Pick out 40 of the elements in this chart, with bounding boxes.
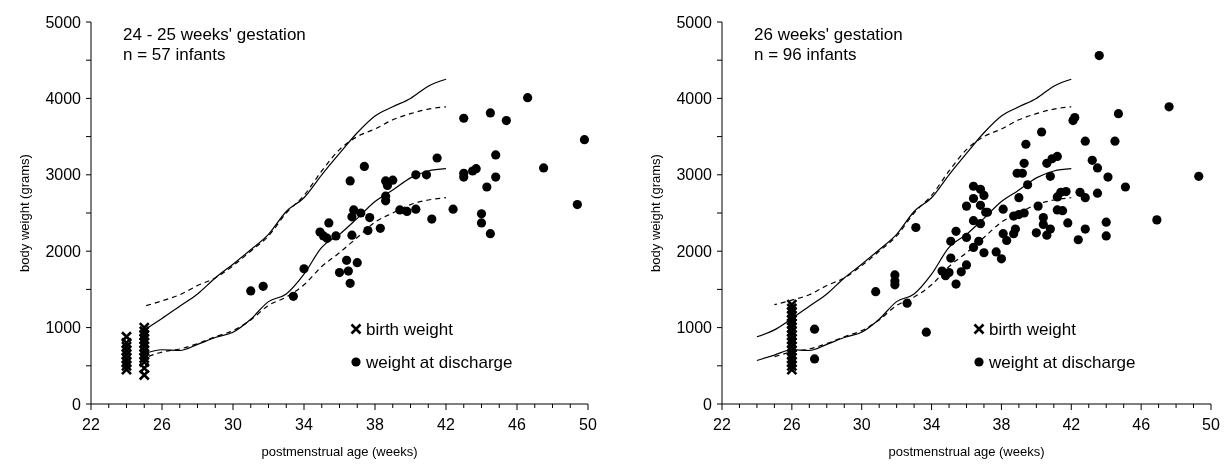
x-tick-label: 38 — [992, 416, 1011, 433]
y-tick-label: 5000 — [45, 13, 82, 31]
chart-title: 26 weeks' gestation — [754, 25, 903, 44]
text: n = 57 infants — [123, 45, 226, 64]
x-tick-label: 26 — [782, 416, 801, 433]
x-tick-label: 30 — [224, 416, 242, 433]
y-tick-label: 4000 — [676, 90, 713, 107]
x-tick-label: 34 — [922, 416, 941, 433]
y-tick-label: 5000 — [676, 13, 713, 31]
y-tick-label: 1000 — [45, 319, 82, 337]
legend-label: weight at discharge — [988, 352, 1136, 372]
x-tick-label: 42 — [437, 416, 455, 433]
y-tick-label: 3000 — [45, 166, 82, 184]
y-tick-label: 4000 — [45, 90, 82, 107]
x-tick-label: 46 — [508, 416, 526, 433]
x-tick-label: 46 — [1132, 416, 1151, 433]
text: n = 96 infants — [754, 45, 857, 64]
legend-label: birth weight — [989, 319, 1077, 339]
legend-label: birth weight — [366, 319, 454, 339]
y-tick-label: 0 — [703, 395, 713, 413]
x-tick-label: 50 — [1202, 416, 1220, 433]
y-tick-label: 3000 — [676, 166, 713, 184]
x-tick-label: 34 — [295, 416, 313, 433]
y-axis-title: body weight (grams) — [17, 154, 32, 272]
y-axis-title: body weight (grams) — [648, 154, 663, 272]
x-axis-title: postmenstrual age (weeks) — [888, 444, 1045, 459]
y-tick-label: 0 — [72, 395, 82, 413]
x-axis-title: postmenstrual age (weeks) — [261, 444, 418, 459]
x-tick-label: 30 — [852, 416, 871, 433]
x-tick-label: 26 — [153, 416, 171, 433]
x-tick-label: 22 — [82, 416, 100, 433]
x-tick-label: 50 — [579, 416, 597, 433]
x-tick-label: 42 — [1062, 416, 1081, 433]
y-tick-label: 2000 — [45, 242, 82, 260]
y-tick-label: 1000 — [676, 319, 713, 337]
chart-title: 24 - 25 weeks' gestation — [123, 25, 306, 44]
legend-label: weight at discharge — [365, 352, 513, 372]
y-tick-label: 2000 — [676, 242, 713, 260]
x-tick-label: 38 — [366, 416, 384, 433]
x-tick-label: 22 — [713, 416, 731, 433]
